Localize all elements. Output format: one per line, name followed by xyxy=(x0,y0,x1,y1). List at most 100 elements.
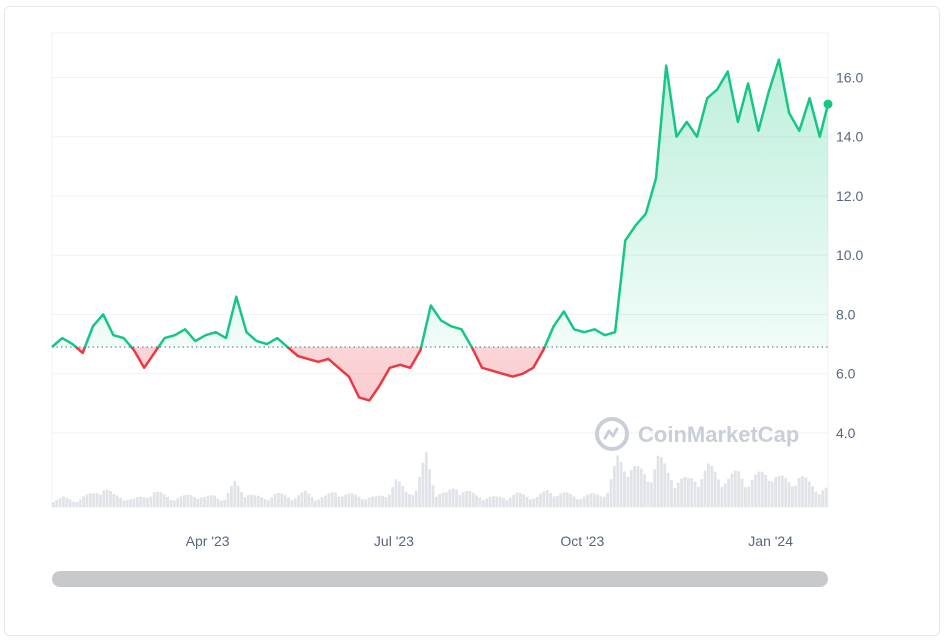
volume-bar xyxy=(65,497,69,507)
volume-bar xyxy=(821,490,825,507)
volume-bar xyxy=(693,481,697,507)
y-tick-label: 8.0 xyxy=(836,306,856,322)
volume-bar xyxy=(135,497,139,507)
volume-bar xyxy=(223,499,227,507)
volume-bar xyxy=(78,499,82,507)
volume-bar xyxy=(458,494,462,507)
coinmarketcap-logo-icon xyxy=(595,417,629,451)
volume-bar xyxy=(780,475,784,507)
volume-bar xyxy=(246,495,250,507)
volume-bar xyxy=(791,486,794,507)
volume-bar xyxy=(52,502,55,507)
last-price-dot[interactable] xyxy=(823,99,833,109)
volume-bar xyxy=(364,499,368,507)
volume-bar xyxy=(824,487,828,507)
volume-bar xyxy=(334,492,337,507)
volume-bar xyxy=(713,471,717,507)
watermark: CoinMarketCap xyxy=(595,417,799,451)
chart-scrollbar[interactable] xyxy=(52,571,828,587)
volume-bar xyxy=(398,481,401,507)
volume-bar xyxy=(109,490,112,507)
volume-bar xyxy=(132,498,136,507)
volume-bar xyxy=(199,497,203,507)
volume-bar xyxy=(92,493,96,507)
volume-bar xyxy=(549,492,552,507)
volume-bar xyxy=(663,463,667,507)
volume-bar xyxy=(690,478,694,507)
volume-bar xyxy=(270,497,274,507)
volume-bar xyxy=(649,482,653,507)
x-axis: Apr '23 Jul '23 Oct '23 Jan '24 xyxy=(186,533,794,549)
volume-bar xyxy=(324,495,327,507)
volume-bar xyxy=(586,494,589,507)
volume-bar xyxy=(744,487,747,507)
volume-bar xyxy=(125,500,129,507)
volume-bar xyxy=(277,493,280,507)
volume-bar xyxy=(656,455,660,507)
volume-bar xyxy=(236,486,240,507)
volume-bar xyxy=(314,500,317,507)
volume-bar xyxy=(434,496,438,507)
volume-bar xyxy=(562,492,566,507)
volume-bar xyxy=(75,502,79,507)
x-tick-label: Jan '24 xyxy=(748,533,793,549)
x-tick-label: Jul '23 xyxy=(374,533,414,549)
volume-bar xyxy=(602,496,606,507)
volume-bar xyxy=(119,497,122,507)
volume-bar xyxy=(387,494,391,507)
volume-bar xyxy=(421,462,425,507)
volume-bar xyxy=(320,497,324,507)
volume-bar xyxy=(209,495,213,507)
volume-bar xyxy=(445,492,448,507)
volume-bar xyxy=(767,480,771,507)
volume-bar xyxy=(340,496,344,507)
volume-bar xyxy=(438,494,442,507)
volume-bar xyxy=(431,485,435,507)
volume-bar xyxy=(750,480,754,507)
volume-bar xyxy=(565,492,569,507)
volume-bar xyxy=(303,490,307,507)
volume-bar xyxy=(770,481,774,507)
volume-bar xyxy=(626,476,630,507)
volume-bar xyxy=(512,494,515,507)
volume-bar xyxy=(139,496,143,507)
volume-bar xyxy=(418,476,421,507)
volume-bar xyxy=(206,495,210,507)
volume-bar xyxy=(95,493,99,507)
volume-bar xyxy=(660,457,663,507)
volume-bar xyxy=(142,497,146,507)
volume-bar xyxy=(371,496,374,507)
volume-bar xyxy=(394,479,398,507)
volume-bar xyxy=(112,494,116,507)
volume-bar xyxy=(760,471,764,507)
volume-bar xyxy=(774,477,778,507)
volume-bar xyxy=(58,497,62,507)
area-above-reference xyxy=(52,59,828,348)
volume-bar xyxy=(149,496,153,507)
volume-bar xyxy=(525,496,529,507)
volume-bar xyxy=(411,495,415,507)
volume-bar xyxy=(55,499,59,507)
volume-bar xyxy=(539,493,542,507)
volume-bar xyxy=(740,478,744,507)
volume-bar xyxy=(377,495,381,507)
x-tick-label: Oct '23 xyxy=(560,533,604,549)
volume-bar xyxy=(256,495,260,507)
price-lines xyxy=(51,58,830,402)
volume-bar xyxy=(696,486,700,507)
volume-bar xyxy=(152,492,156,507)
y-tick-label: 4.0 xyxy=(836,425,856,441)
volume-bar xyxy=(522,494,526,507)
volume-bar xyxy=(545,490,549,507)
volume-bar xyxy=(226,493,230,507)
volume-bar xyxy=(643,474,646,507)
x-tick-label: Apr '23 xyxy=(186,533,230,549)
volume-bar xyxy=(485,498,489,507)
volume-bar xyxy=(344,494,348,507)
volume-bar xyxy=(787,482,791,507)
volume-bar xyxy=(535,496,539,507)
volume-bar xyxy=(609,479,613,507)
volume-bar xyxy=(213,495,217,507)
volume-bar xyxy=(428,469,432,507)
